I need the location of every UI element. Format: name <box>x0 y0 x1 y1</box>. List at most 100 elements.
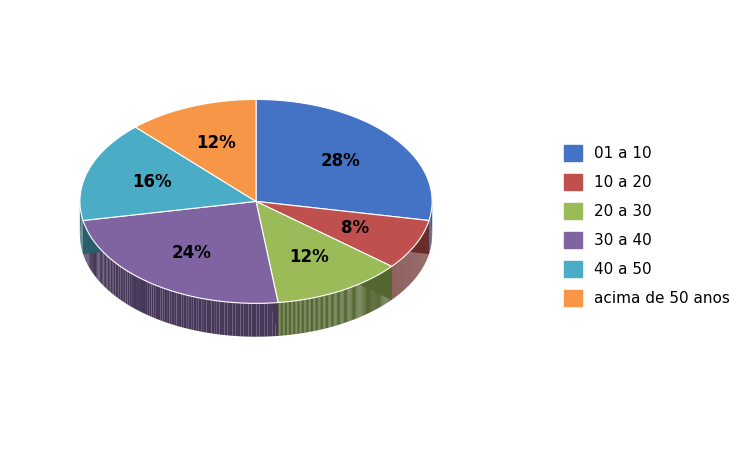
Polygon shape <box>355 285 356 319</box>
Polygon shape <box>83 202 256 254</box>
Polygon shape <box>380 273 381 307</box>
Polygon shape <box>149 282 151 317</box>
Polygon shape <box>353 286 354 320</box>
Polygon shape <box>163 288 165 322</box>
Polygon shape <box>123 269 126 303</box>
Polygon shape <box>212 300 214 334</box>
Polygon shape <box>322 295 323 329</box>
Polygon shape <box>290 301 291 335</box>
Polygon shape <box>233 303 235 336</box>
Polygon shape <box>344 290 345 323</box>
Polygon shape <box>256 202 392 300</box>
Polygon shape <box>345 289 346 323</box>
Polygon shape <box>246 303 248 336</box>
Polygon shape <box>199 298 201 331</box>
Polygon shape <box>143 280 145 314</box>
Polygon shape <box>112 260 114 295</box>
Polygon shape <box>308 299 309 332</box>
Polygon shape <box>94 241 95 276</box>
Polygon shape <box>288 301 290 335</box>
Polygon shape <box>331 294 332 327</box>
Polygon shape <box>336 292 337 326</box>
Polygon shape <box>174 292 176 326</box>
Polygon shape <box>349 287 351 321</box>
Polygon shape <box>376 276 377 309</box>
Polygon shape <box>302 299 303 333</box>
Polygon shape <box>197 297 199 331</box>
Polygon shape <box>346 289 347 322</box>
Polygon shape <box>167 290 169 323</box>
Polygon shape <box>303 299 304 333</box>
Polygon shape <box>265 303 267 336</box>
Polygon shape <box>330 294 331 327</box>
Polygon shape <box>382 272 383 306</box>
Polygon shape <box>363 282 364 316</box>
Polygon shape <box>141 279 143 313</box>
Polygon shape <box>119 265 120 300</box>
Polygon shape <box>241 303 243 336</box>
Polygon shape <box>158 286 160 320</box>
Polygon shape <box>201 298 204 332</box>
Polygon shape <box>184 295 186 328</box>
Polygon shape <box>300 300 302 333</box>
Polygon shape <box>165 289 167 323</box>
Polygon shape <box>390 267 391 301</box>
Polygon shape <box>219 301 222 335</box>
Polygon shape <box>136 100 256 202</box>
Polygon shape <box>381 273 382 307</box>
Polygon shape <box>99 249 101 283</box>
Polygon shape <box>309 298 311 332</box>
Polygon shape <box>243 303 246 336</box>
Polygon shape <box>108 256 109 291</box>
Polygon shape <box>378 274 379 308</box>
Polygon shape <box>90 235 91 270</box>
Polygon shape <box>206 299 209 333</box>
Polygon shape <box>176 292 179 327</box>
Polygon shape <box>386 269 387 303</box>
Polygon shape <box>156 285 158 319</box>
Polygon shape <box>286 302 288 335</box>
Polygon shape <box>304 299 306 333</box>
Polygon shape <box>256 100 432 221</box>
Polygon shape <box>93 240 94 275</box>
Polygon shape <box>189 295 191 330</box>
Polygon shape <box>135 276 137 310</box>
Polygon shape <box>387 269 389 303</box>
Polygon shape <box>391 267 392 300</box>
Polygon shape <box>179 293 181 327</box>
Polygon shape <box>364 281 365 315</box>
Polygon shape <box>181 294 184 328</box>
Polygon shape <box>230 302 233 336</box>
Polygon shape <box>281 302 282 336</box>
Polygon shape <box>95 243 96 277</box>
Polygon shape <box>270 303 273 336</box>
Polygon shape <box>340 290 341 324</box>
Polygon shape <box>385 271 386 304</box>
Polygon shape <box>117 264 119 299</box>
Polygon shape <box>154 284 156 318</box>
Polygon shape <box>365 281 366 315</box>
Polygon shape <box>377 275 378 309</box>
Polygon shape <box>254 304 257 337</box>
Polygon shape <box>172 291 174 325</box>
Polygon shape <box>311 298 312 331</box>
Polygon shape <box>321 296 322 330</box>
Polygon shape <box>367 280 368 314</box>
Polygon shape <box>297 300 298 334</box>
Polygon shape <box>89 234 90 269</box>
Polygon shape <box>293 301 294 335</box>
Polygon shape <box>328 294 330 328</box>
Polygon shape <box>379 274 380 308</box>
Polygon shape <box>307 299 308 332</box>
Polygon shape <box>256 202 429 254</box>
Polygon shape <box>101 250 102 285</box>
Polygon shape <box>371 278 372 312</box>
Polygon shape <box>222 301 224 335</box>
Polygon shape <box>279 302 281 336</box>
Polygon shape <box>343 290 344 323</box>
Polygon shape <box>354 285 355 319</box>
Polygon shape <box>227 302 230 336</box>
Text: 12%: 12% <box>196 133 236 152</box>
Polygon shape <box>131 273 133 308</box>
Polygon shape <box>126 270 127 304</box>
